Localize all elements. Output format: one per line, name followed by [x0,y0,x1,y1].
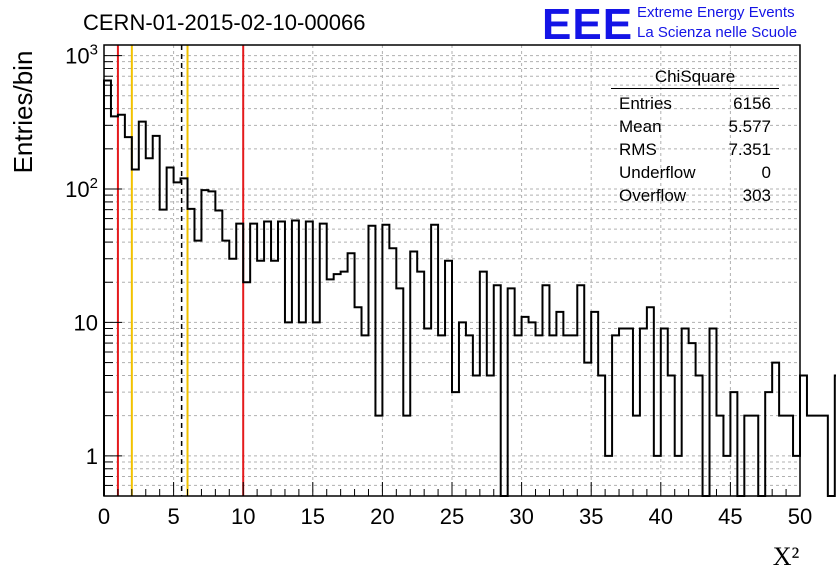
vertical-lines [116,45,245,496]
x-tick-label: 25 [440,504,464,529]
stats-row-entries: Entries 6156 [611,92,779,115]
x-tick-label: 50 [788,504,812,529]
x-axis-ticks: 0 5 10 15 20 25 30 35 40 45 50 [98,482,812,529]
y-axis-label: Entries/bin [8,51,38,174]
histogram-path [103,79,836,497]
stats-value: 5.577 [728,117,771,136]
stats-value: 0 [761,163,771,182]
stats-label: Underflow [619,163,696,182]
stats-row-overflow: Overflow 303 [611,184,779,207]
stats-row-mean: Mean 5.577 [611,115,779,138]
x-axis-label: X² [773,542,800,571]
x-tick-label: 5 [167,504,179,529]
stats-label: Overflow [619,186,687,205]
stats-box: ChiSquare Entries 6156 Mean 5.577 RMS 7.… [611,67,779,207]
x-tick-label: 35 [579,504,603,529]
y-tick-label: 1 [86,444,98,469]
x-tick-label: 45 [718,504,742,529]
x-tick-label: 40 [649,504,673,529]
x-tick-label: 0 [98,504,110,529]
stats-row-underflow: Underflow 0 [611,161,779,184]
x-tick-label: 10 [231,504,255,529]
x-tick-label: 15 [301,504,325,529]
y-tick-label: 10 [74,310,98,335]
x-tick-label: 20 [370,504,394,529]
stats-label: Entries [619,94,672,113]
x-tick-label: 30 [509,504,533,529]
stats-value: 7.351 [728,140,771,159]
logo-line-1: Extreme Energy Events [637,4,795,21]
stats-row-rms: RMS 7.351 [611,138,779,161]
stats-value: 6156 [733,94,771,113]
stats-value: 303 [742,186,771,205]
eee-logo: EEE [542,0,634,49]
chart-title: CERN-01-2015-02-10-00066 [83,10,366,35]
logo-line-2: La Scienza nelle Scuole [637,24,798,41]
stats-label: RMS [619,140,657,159]
stats-label: Mean [619,117,662,136]
stats-title: ChiSquare [611,67,779,89]
